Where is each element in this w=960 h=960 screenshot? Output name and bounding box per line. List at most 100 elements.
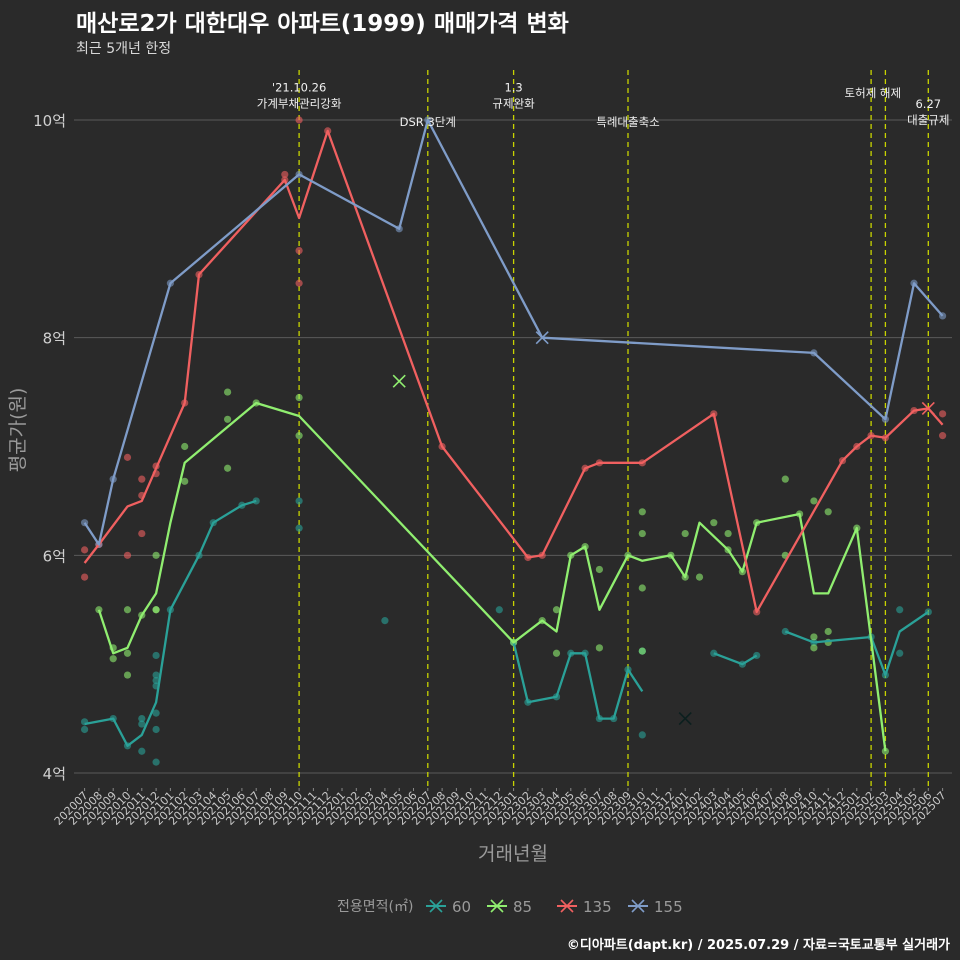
legend-item-155[interactable]: 155 — [628, 898, 683, 916]
series-line-60 — [84, 499, 257, 747]
legend-title: 전용면적(㎡) — [337, 899, 413, 915]
y-tick-label: 4억 — [43, 765, 66, 783]
data-point-60 — [295, 524, 303, 532]
data-point-135 — [81, 546, 89, 554]
data-point-60 — [152, 709, 160, 717]
data-point-85 — [781, 475, 789, 483]
data-point-85 — [152, 551, 160, 559]
mean-marker-60 — [678, 712, 692, 726]
series-line-155 — [83, 118, 944, 546]
legend-label: 60 — [452, 898, 471, 916]
data-point-135 — [295, 247, 303, 255]
data-point-135 — [939, 432, 947, 440]
y-tick-label: 6억 — [43, 547, 66, 565]
event-label: 가계부채관리강화 — [257, 97, 342, 111]
legend-swatch-marker — [429, 899, 443, 913]
legend-label: 85 — [513, 898, 532, 916]
data-point-135 — [138, 475, 146, 483]
data-point-135 — [81, 573, 89, 581]
series-lines — [83, 118, 944, 752]
data-point-135 — [123, 551, 132, 559]
data-point-85 — [810, 644, 818, 652]
data-point-135 — [295, 279, 303, 287]
data-point-85 — [109, 655, 117, 663]
axes: 4억6억8억10억2020072020082020092020102020112… — [7, 112, 949, 865]
series-line-60 — [512, 642, 644, 720]
data-point-85 — [181, 477, 189, 485]
data-point-85 — [638, 647, 646, 655]
data-point-85 — [810, 497, 818, 505]
data-point-85 — [552, 606, 561, 614]
y-axis-title: 평균가(원) — [7, 388, 29, 473]
data-point-85 — [224, 388, 232, 396]
x-axis-title: 거래년월 — [478, 843, 548, 865]
legend-label: 155 — [654, 898, 683, 916]
data-point-85 — [123, 671, 132, 679]
data-point-85 — [710, 519, 718, 527]
series-line-60 — [713, 652, 758, 666]
data-point-60 — [152, 671, 160, 679]
data-point-85 — [224, 464, 232, 472]
data-point-85 — [123, 649, 132, 657]
event-label: '21.10.26 — [272, 81, 326, 95]
data-point-85 — [724, 529, 732, 538]
data-point-85 — [95, 606, 103, 614]
data-point-85 — [595, 565, 604, 574]
mean-markers — [392, 331, 935, 726]
data-point-60 — [896, 649, 904, 657]
data-point-85 — [552, 649, 561, 657]
data-point-60 — [81, 725, 89, 734]
data-point-135 — [138, 529, 146, 538]
series-line-135 — [83, 129, 944, 614]
data-point-85 — [638, 584, 646, 592]
series-line-85 — [97, 401, 887, 752]
data-point-60 — [152, 725, 160, 734]
data-point-60 — [138, 720, 146, 728]
legend-item-85[interactable]: 85 — [487, 898, 532, 916]
legend[interactable]: 전용면적(㎡) 60 85 135 155 — [337, 898, 683, 916]
data-point-60 — [896, 606, 904, 614]
data-point-85 — [123, 606, 132, 614]
data-point-85 — [224, 415, 232, 423]
data-point-135 — [281, 170, 289, 179]
data-point-60 — [495, 606, 503, 614]
mean-marker-85 — [392, 374, 406, 388]
event-lines — [298, 70, 929, 788]
data-point-135 — [939, 410, 947, 418]
data-point-135 — [123, 453, 132, 461]
data-point-60 — [638, 731, 646, 739]
mean-marker-135 — [921, 401, 935, 415]
data-point-60 — [381, 617, 389, 625]
event-label: 1.3 — [504, 81, 522, 95]
data-point-85 — [638, 508, 646, 516]
data-point-85 — [295, 393, 303, 402]
legend-swatch-marker — [631, 899, 645, 913]
legend-swatch-marker — [560, 899, 574, 913]
data-point-85 — [295, 432, 303, 440]
data-point-85 — [595, 644, 604, 652]
data-point-85 — [881, 747, 890, 755]
data-point-85 — [638, 529, 646, 538]
data-point-135 — [295, 116, 303, 124]
data-point-60 — [152, 758, 160, 766]
event-label: 6.27 — [915, 97, 941, 111]
data-point-85 — [695, 573, 704, 581]
event-label: DSR 3단계 — [400, 115, 456, 129]
data-point-85 — [824, 508, 832, 516]
legend-label: 135 — [583, 898, 612, 916]
data-point-85 — [810, 633, 818, 641]
y-tick-label: 8억 — [43, 330, 66, 348]
legend-swatch-marker — [490, 899, 504, 913]
legend-item-60[interactable]: 60 — [426, 898, 471, 916]
data-point-85 — [824, 627, 832, 636]
event-label: 대출규제 — [907, 113, 949, 127]
mean-marker-155 — [535, 331, 549, 345]
y-tick-label: 10억 — [33, 112, 66, 130]
data-point-60 — [295, 497, 303, 505]
legend-item-135[interactable]: 135 — [557, 898, 612, 916]
data-point-60 — [152, 651, 160, 660]
series-line-60 — [784, 610, 929, 677]
data-point-85 — [681, 529, 689, 538]
